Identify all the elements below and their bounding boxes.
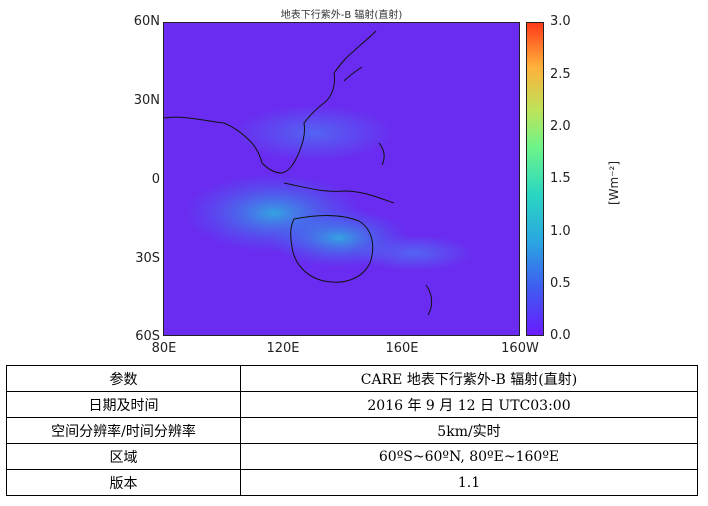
table-key: 日期及时间 [6, 391, 241, 418]
table-value: CARE 地表下行紫外-B 辐射(直射) [240, 365, 698, 392]
table-key: 区域 [6, 443, 241, 470]
product-info-table: 参数 CARE 地表下行紫外-B 辐射(直射) 日期及时间 2016 年 9 月… [6, 365, 698, 496]
table-value: 1.1 [240, 469, 698, 496]
colorbar-tick: 2.0 [550, 119, 571, 134]
colorbar-tick: 3.0 [550, 14, 571, 29]
colorbar-tick: 0.5 [550, 276, 571, 291]
y-tick-label: 30N [133, 93, 160, 108]
coastlines [164, 30, 433, 316]
table-value: 60ºS~60ºN, 80ºE~160ºE [240, 443, 698, 470]
coastline-japan [343, 66, 363, 82]
coastline-new-zealand [425, 284, 433, 316]
colorbar-tick: 2.5 [550, 67, 571, 82]
x-tick-label: 80E [151, 341, 177, 356]
colorbar-tick: 1.5 [550, 171, 571, 186]
x-tick-label: 160E [385, 341, 419, 356]
table-row: 区域 60ºS~60ºN, 80ºE~160ºE [6, 443, 698, 470]
x-tick-label: 160W [501, 341, 539, 356]
table-row: 空间分辨率/时间分辨率 5km/实时 [6, 417, 698, 444]
y-tick-label: 0 [151, 172, 160, 187]
coastline-australia [290, 215, 374, 283]
colorbar-unit-label: [Wm⁻²] [607, 160, 622, 206]
colorbar [526, 22, 544, 336]
heatmap-background [164, 23, 519, 335]
heatmap-svg [164, 23, 519, 335]
coastline-philippines [378, 142, 385, 166]
colorbar-tick: 0.0 [550, 328, 571, 343]
y-tick-label: 30S [135, 251, 160, 266]
table-key: 空间分辨率/时间分辨率 [6, 417, 241, 444]
table-value: 2016 年 9 月 12 日 UTC03:00 [240, 391, 698, 418]
y-tick-label: 60N [133, 14, 160, 29]
moderate-uv-region-tropics [234, 105, 394, 161]
moderate-uv-region-pacific [354, 235, 474, 271]
table-row: 版本 1.1 [6, 469, 698, 496]
coastline-indonesia [283, 182, 395, 204]
table-key: 参数 [6, 365, 241, 392]
uvb-heatmap [163, 22, 520, 336]
coastline-asia [164, 116, 263, 164]
coastline-indochina [261, 102, 325, 174]
table-value: 5km/实时 [240, 417, 698, 444]
table-row: 日期及时间 2016 年 9 月 12 日 UTC03:00 [6, 391, 698, 418]
table-row: 参数 CARE 地表下行紫外-B 辐射(直射) [6, 365, 698, 392]
x-tick-label: 120E [266, 341, 300, 356]
chart-title: 地表下行紫外-B 辐射(直射) [280, 10, 403, 21]
uvb-map-figure: 地表下行紫外-B 辐射(直射) [133, 10, 622, 356]
colorbar-tick: 1.0 [550, 224, 571, 239]
y-tick-label: 60S [135, 329, 160, 344]
table-key: 版本 [6, 469, 241, 496]
coastline-east-asia [323, 30, 377, 104]
